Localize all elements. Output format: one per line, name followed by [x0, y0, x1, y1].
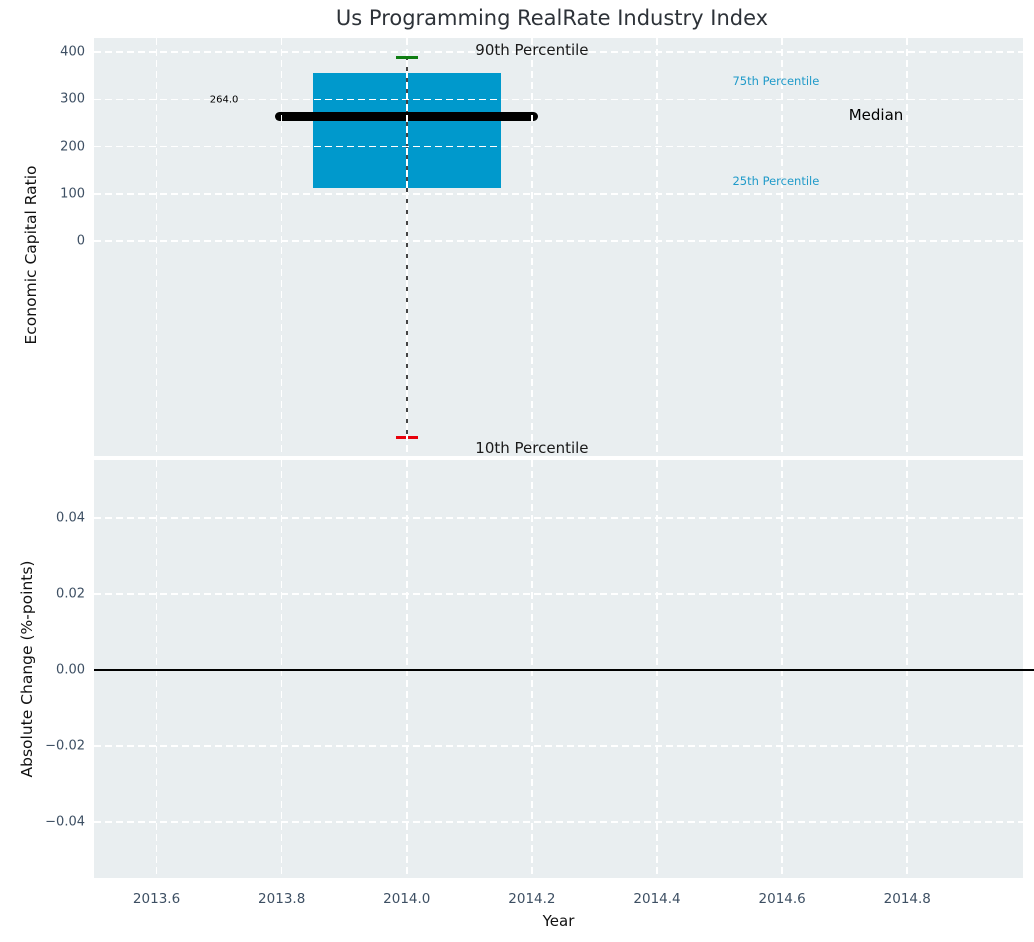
y-tick-label: 0.02 [56, 586, 85, 602]
x-axis-label: Year [542, 912, 575, 930]
x-tick-label: 2013.6 [132, 891, 181, 907]
x-tick-label: 2014.8 [883, 891, 931, 907]
gridline-v [405, 460, 408, 878]
gridline-h [94, 240, 1023, 242]
annotation-75th-percentile: 75th Percentile [732, 73, 820, 88]
gridline-h [94, 593, 1023, 595]
gridline-h [94, 145, 1023, 148]
gridline-v [280, 460, 283, 878]
y-axis-label-top: Economic Capital Ratio [22, 165, 40, 345]
y-axis-label-bottom: Absolute Change (%-points) [18, 560, 36, 778]
gridline-h [94, 98, 1023, 101]
y-tick-label: 300 [60, 91, 85, 107]
gridline-v [405, 38, 408, 456]
annotation-25th-percentile: 25th Percentile [732, 173, 820, 188]
annotation-median: Median [848, 105, 904, 124]
y-tick-label: 0.00 [56, 662, 85, 678]
x-tick-label: 2014.4 [633, 891, 681, 907]
zero-change-line [94, 669, 1034, 672]
gridline-v [155, 38, 158, 456]
gridline-h [94, 517, 1023, 519]
y-tick-label: 400 [60, 44, 85, 60]
gridline-v [656, 460, 658, 878]
annotation-median-value: 264.0 [209, 94, 239, 106]
y-tick-label: 100 [60, 186, 85, 202]
gridline-h [94, 193, 1023, 195]
gridline-h [94, 745, 1023, 747]
y-tick-label: −0.02 [45, 738, 85, 754]
annotation-10th-percentile: 10th Percentile [475, 439, 589, 458]
gridline-v [280, 38, 283, 456]
y-tick-label: 200 [60, 139, 85, 155]
gridline-v [906, 38, 909, 456]
annotation-90th-percentile: 90th Percentile [475, 40, 589, 59]
gridline-v [781, 460, 783, 878]
gridline-v [906, 460, 909, 878]
chart-title: Us Programming RealRate Industry Index [335, 6, 769, 30]
gridline-v [656, 38, 658, 456]
gridline-v [531, 38, 533, 456]
gridline-h [94, 51, 1023, 53]
y-tick-label: 0 [76, 233, 85, 249]
gridline-v [155, 460, 158, 878]
gridline-h [94, 821, 1023, 823]
x-tick-label: 2014.0 [383, 891, 431, 907]
top-plot-area [94, 38, 1023, 456]
x-tick-label: 2014.2 [508, 891, 556, 907]
y-tick-label: 0.04 [56, 510, 85, 526]
x-tick-label: 2013.8 [258, 891, 306, 907]
y-tick-label: −0.04 [45, 814, 85, 830]
x-tick-label: 2014.6 [758, 891, 806, 907]
gridline-v [531, 460, 533, 878]
gridline-v [781, 38, 783, 456]
